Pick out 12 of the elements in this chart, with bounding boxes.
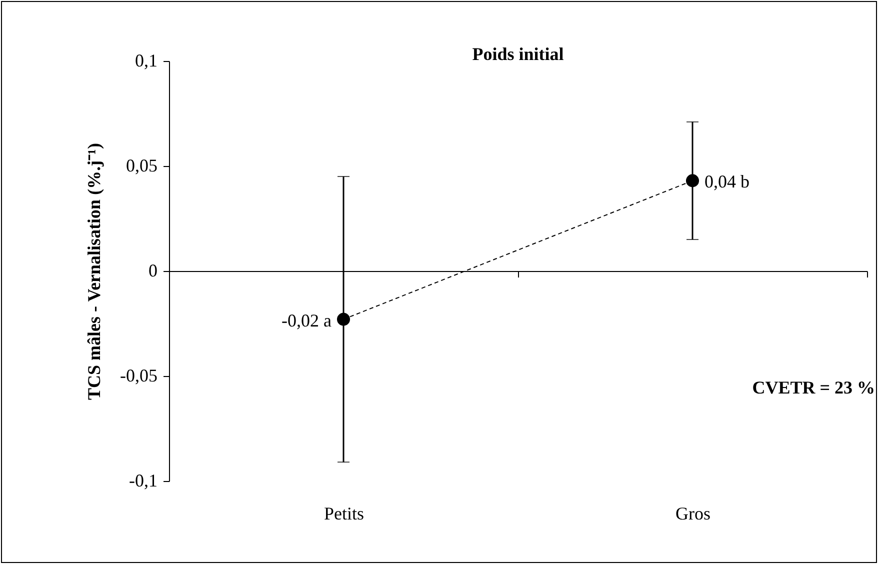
data-label: -0,02 a <box>282 310 332 330</box>
y-tick-label: 0,1 <box>135 50 158 70</box>
x-tick-label: Gros <box>676 504 710 524</box>
y-tick-label: -0,1 <box>129 470 158 490</box>
y-tick-label: -0,05 <box>120 366 158 386</box>
chart-title: Poids initial <box>472 44 564 64</box>
annotation: CVETR = 23 % <box>752 378 875 398</box>
x-tick-label: Petits <box>324 504 364 524</box>
data-label: 0,04 b <box>704 172 750 192</box>
y-tick-label: 0,05 <box>126 156 158 176</box>
y-axis-title: TCS mâles - Vernalisation (%.j⁻¹) <box>84 143 104 400</box>
y-tick-label: 0 <box>148 260 158 280</box>
